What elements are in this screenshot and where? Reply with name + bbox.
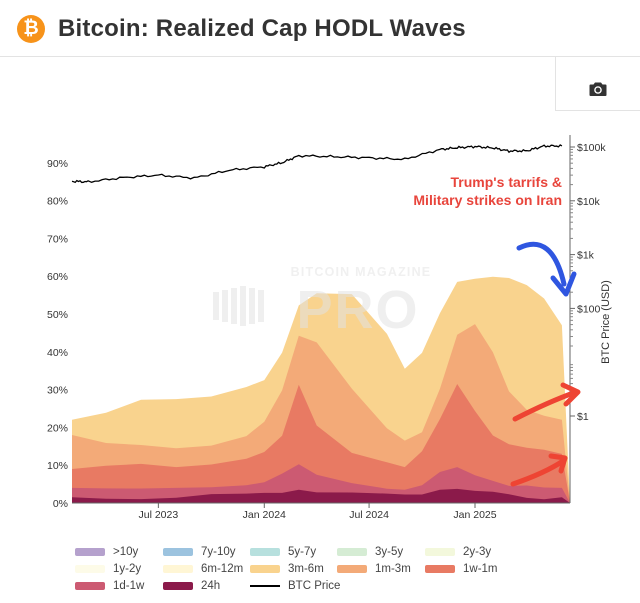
legend-label: 7y-10y xyxy=(201,546,236,558)
right-tick-label: $1k xyxy=(577,250,595,262)
red-arrow-lower-icon xyxy=(510,458,566,487)
legend-label: 5y-7y xyxy=(288,546,317,558)
red-arrowhead-lower-icon xyxy=(548,453,568,474)
legend-swatch-icon xyxy=(337,548,367,556)
chart-toolbar xyxy=(555,56,640,111)
watermark-bar xyxy=(213,292,219,320)
annotation-line-1: Trump's tarrifs & xyxy=(451,174,562,190)
legend-swatch-icon xyxy=(75,582,105,590)
legend-label: 1y-2y xyxy=(113,563,142,575)
watermark-bar xyxy=(249,288,255,324)
legend-item[interactable]: 3y-5y xyxy=(337,544,403,560)
legend-swatch-icon xyxy=(425,565,455,573)
chart-annotations: Trump's tarrifs & Military strikes on Ira… xyxy=(413,174,581,487)
annotation-line-2: Military strikes on Iran xyxy=(413,192,562,208)
legend-label: 6m-12m xyxy=(201,563,244,575)
legend-item[interactable]: 3m-6m xyxy=(250,561,324,577)
blue-arrowhead-icon xyxy=(550,271,577,297)
y-tick-label: 20% xyxy=(47,422,68,434)
camera-icon[interactable] xyxy=(589,81,607,97)
legend-item[interactable]: 1m-3m xyxy=(337,561,411,577)
legend-swatch-icon xyxy=(75,565,105,573)
watermark-bar xyxy=(231,288,237,324)
chart-legend: >10y 7y-10y 5y-7y 3y-5y 2y-3y 1y-2y 6m-12m 3m-6… xyxy=(0,540,640,603)
watermark-text-pro: PRO xyxy=(296,280,419,340)
chart-header: ₿ Bitcoin: Realized Cap HODL Waves xyxy=(0,0,640,57)
y-tick-label: 10% xyxy=(47,460,68,472)
legend-item[interactable]: 6m-12m xyxy=(163,561,243,577)
legend-swatch-icon xyxy=(75,548,105,556)
legend-label: 3y-5y xyxy=(375,546,404,558)
area-24h xyxy=(72,488,570,503)
legend-item[interactable]: 1y-2y xyxy=(75,561,141,577)
chart-title: Bitcoin: Realized Cap HODL Waves xyxy=(58,15,466,42)
y-tick-label: 50% xyxy=(47,309,68,321)
y-tick-label: 90% xyxy=(47,158,68,170)
x-tick-label: Jan 2024 xyxy=(243,509,286,521)
y-tick-label: 70% xyxy=(47,233,68,245)
right-tick-label: $100 xyxy=(577,303,601,315)
legend-label: 2y-3y xyxy=(463,546,492,558)
blue-arrow-icon xyxy=(516,241,567,287)
x-tick-label: Jul 2023 xyxy=(139,509,179,521)
legend-item[interactable]: BTC Price xyxy=(250,578,340,594)
legend-item[interactable]: 2y-3y xyxy=(425,544,491,560)
red-arrow-upper-icon xyxy=(512,389,579,422)
legend-swatch-icon xyxy=(425,548,455,556)
legend-item[interactable]: 24h xyxy=(163,578,220,594)
y-tick-label: 0% xyxy=(53,498,68,510)
hodl-wave-areas xyxy=(72,276,570,503)
hodl-waves-chart: BITCOIN MAGAZINE PRO 0% 10% 20% 30% 40% 50% 60… xyxy=(47,135,612,521)
legend-item[interactable]: 1d-1w xyxy=(75,578,144,594)
x-tick-label: Jan 2025 xyxy=(453,509,496,521)
legend-label: 1m-3m xyxy=(375,563,411,575)
legend-swatch-icon xyxy=(250,565,280,573)
watermark-bar xyxy=(240,286,246,326)
watermark-logo-icon xyxy=(213,286,264,326)
right-tick-label: $100k xyxy=(577,142,606,154)
legend-item[interactable]: 1w-1m xyxy=(425,561,498,577)
y-tick-label: 40% xyxy=(47,347,68,359)
legend-label: >10y xyxy=(113,546,139,558)
legend-swatch-icon xyxy=(337,565,367,573)
legend-label: 1w-1m xyxy=(463,563,498,575)
y-tick-label: 30% xyxy=(47,385,68,397)
legend-swatch-icon xyxy=(250,548,280,556)
legend-swatch-icon xyxy=(163,582,193,590)
legend-item[interactable]: 5y-7y xyxy=(250,544,316,560)
bitcoin-logo-icon: ₿ xyxy=(17,15,45,43)
watermark-text-top: BITCOIN MAGAZINE xyxy=(291,265,432,279)
y-tick-label: 60% xyxy=(47,271,68,283)
legend-label: 3m-6m xyxy=(288,563,324,575)
x-tick-label: Jul 2024 xyxy=(349,509,389,521)
watermark: BITCOIN MAGAZINE PRO xyxy=(213,265,432,340)
y-tick-label: 80% xyxy=(47,196,68,208)
chart-axes: 0% 10% 20% 30% 40% 50% 60% 70% 80% 90% Jul 2023 Jan… xyxy=(47,135,612,521)
legend-item[interactable]: 7y-10y xyxy=(163,544,236,560)
watermark-bar xyxy=(222,290,228,322)
legend-item[interactable]: >10y xyxy=(75,544,138,560)
right-tick-label: $10k xyxy=(577,196,601,208)
legend-swatch-icon xyxy=(163,548,193,556)
legend-label: 24h xyxy=(201,580,221,592)
btc-price-path xyxy=(71,144,563,184)
legend-line-icon xyxy=(250,585,280,587)
legend-label: BTC Price xyxy=(288,580,341,592)
right-tick-label: $1 xyxy=(577,411,589,423)
btc-price-line xyxy=(71,144,563,184)
right-axis-title: BTC Price (USD) xyxy=(600,280,612,364)
watermark-bar xyxy=(258,290,264,322)
red-arrowhead-upper-icon xyxy=(560,382,581,407)
legend-swatch-icon xyxy=(163,565,193,573)
legend-label: 1d-1w xyxy=(113,580,145,592)
